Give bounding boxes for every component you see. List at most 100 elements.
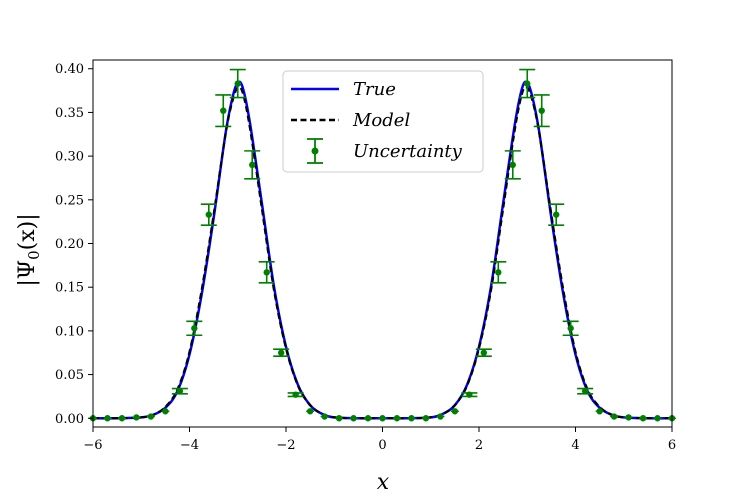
- legend-uncertainty-swatch: [307, 138, 323, 164]
- legend-uncertainty-label: Uncertainty: [353, 141, 463, 162]
- uncertainty-marker: [277, 349, 285, 356]
- uncertainty-marker: [639, 415, 647, 422]
- uncertainty-point: [610, 413, 619, 420]
- uncertainty-marker: [393, 415, 401, 422]
- uncertainty-marker: [118, 415, 126, 422]
- uncertainty-marker: [596, 408, 603, 415]
- uncertainty-marker: [553, 211, 560, 218]
- uncertainty-point: [244, 150, 261, 180]
- uncertainty-marker: [147, 413, 155, 420]
- uncertainty-marker: [610, 413, 618, 420]
- uncertainty-point: [161, 408, 170, 415]
- uncertainty-point: [504, 150, 521, 180]
- uncertainty-point: [407, 415, 416, 422]
- uncertainty-point: [378, 415, 387, 422]
- uncertainty-marker: [567, 325, 574, 332]
- uncertainty-marker: [422, 415, 430, 422]
- uncertainty-marker: [321, 413, 328, 420]
- plot-marks: [89, 68, 676, 422]
- uncertainty-marker: [249, 161, 256, 169]
- y-tick-label: 0.00: [55, 412, 84, 427]
- uncertainty-marker: [466, 391, 473, 398]
- uncertainty-marker: [538, 107, 545, 114]
- uncertainty-marker: [524, 80, 531, 87]
- y-axis-label-base: |Ψ: [15, 260, 40, 287]
- uncertainty-point: [653, 415, 662, 422]
- series-uncertainty: [89, 68, 676, 422]
- uncertainty-marker: [625, 414, 632, 421]
- uncertainty-point: [548, 203, 565, 226]
- uncertainty-marker: [408, 415, 415, 422]
- uncertainty-marker: [509, 161, 516, 169]
- y-tick-label: 0.25: [55, 193, 84, 208]
- uncertainty-marker: [306, 408, 314, 415]
- uncertainty-point: [364, 415, 373, 422]
- uncertainty-point: [577, 387, 594, 395]
- uncertainty-marker: [451, 408, 459, 415]
- legend-model-label: Model: [352, 110, 410, 131]
- y-tick-label: 0.20: [55, 237, 84, 252]
- uncertainty-point: [436, 413, 445, 420]
- x-tick-label: 6: [668, 438, 676, 453]
- uncertainty-marker: [335, 415, 343, 422]
- y-axis-label-subscript: 0: [25, 250, 43, 260]
- legend: True Model Uncertainty: [282, 70, 484, 173]
- uncertainty-point: [132, 414, 141, 421]
- uncertainty-point: [273, 348, 290, 358]
- uncertainty-marker: [364, 415, 372, 422]
- uncertainty-point: [171, 387, 188, 395]
- x-tick-label: 4: [571, 438, 579, 453]
- uncertainty-point: [320, 413, 329, 420]
- uncertainty-point: [229, 68, 246, 99]
- legend-true-label: True: [353, 79, 396, 100]
- y-tick-label: 0.30: [55, 150, 84, 165]
- uncertainty-marker: [205, 211, 212, 218]
- uncertainty-marker: [234, 80, 241, 87]
- uncertainty-marker: [162, 408, 169, 415]
- uncertainty-point: [562, 320, 579, 337]
- uncertainty-point: [639, 415, 648, 422]
- uncertainty-point: [306, 408, 315, 415]
- uncertainty-point: [335, 415, 344, 422]
- uncertainty-point: [200, 203, 217, 226]
- x-tick-label: 2: [475, 438, 483, 453]
- x-axis: −6 −4 −2 0 2 4 6: [83, 427, 676, 453]
- uncertainty-point: [117, 415, 126, 422]
- uncertainty-marker: [176, 387, 184, 395]
- uncertainty-marker: [480, 349, 488, 356]
- y-tick-label: 0.35: [55, 106, 84, 121]
- uncertainty-point: [258, 261, 275, 284]
- uncertainty-marker: [133, 414, 140, 421]
- uncertainty-marker: [350, 415, 357, 422]
- legend-box: [282, 70, 484, 173]
- x-tick-label: −6: [83, 438, 102, 453]
- x-tick-label: −2: [276, 438, 295, 453]
- uncertainty-point: [533, 94, 550, 128]
- uncertainty-point: [519, 68, 536, 99]
- uncertainty-point: [421, 415, 430, 422]
- x-tick-label: 0: [378, 438, 386, 453]
- uncertainty-point: [215, 94, 232, 128]
- uncertainty-marker: [191, 325, 198, 332]
- uncertainty-marker: [220, 107, 227, 114]
- uncertainty-point: [490, 261, 507, 284]
- y-axis: 0.00 0.05 0.10 0.15 0.20 0.25 0.30 0.35 0.40: [55, 62, 93, 427]
- y-tick-label: 0.15: [55, 281, 84, 296]
- uncertainty-point: [287, 391, 304, 398]
- y-tick-label: 0.05: [55, 368, 84, 383]
- y-tick-label: 0.40: [55, 62, 84, 77]
- y-axis-label-tail: (x)|: [15, 213, 40, 250]
- x-axis-label: x: [377, 470, 390, 495]
- uncertainty-marker: [379, 415, 386, 422]
- uncertainty-point: [349, 415, 358, 422]
- uncertainty-point: [595, 408, 604, 415]
- uncertainty-point: [475, 348, 492, 358]
- uncertainty-marker: [581, 387, 589, 395]
- uncertainty-point: [146, 413, 155, 420]
- uncertainty-point: [186, 320, 203, 337]
- uncertainty-marker: [104, 415, 111, 422]
- uncertainty-point: [450, 408, 459, 415]
- uncertainty-point: [392, 415, 401, 422]
